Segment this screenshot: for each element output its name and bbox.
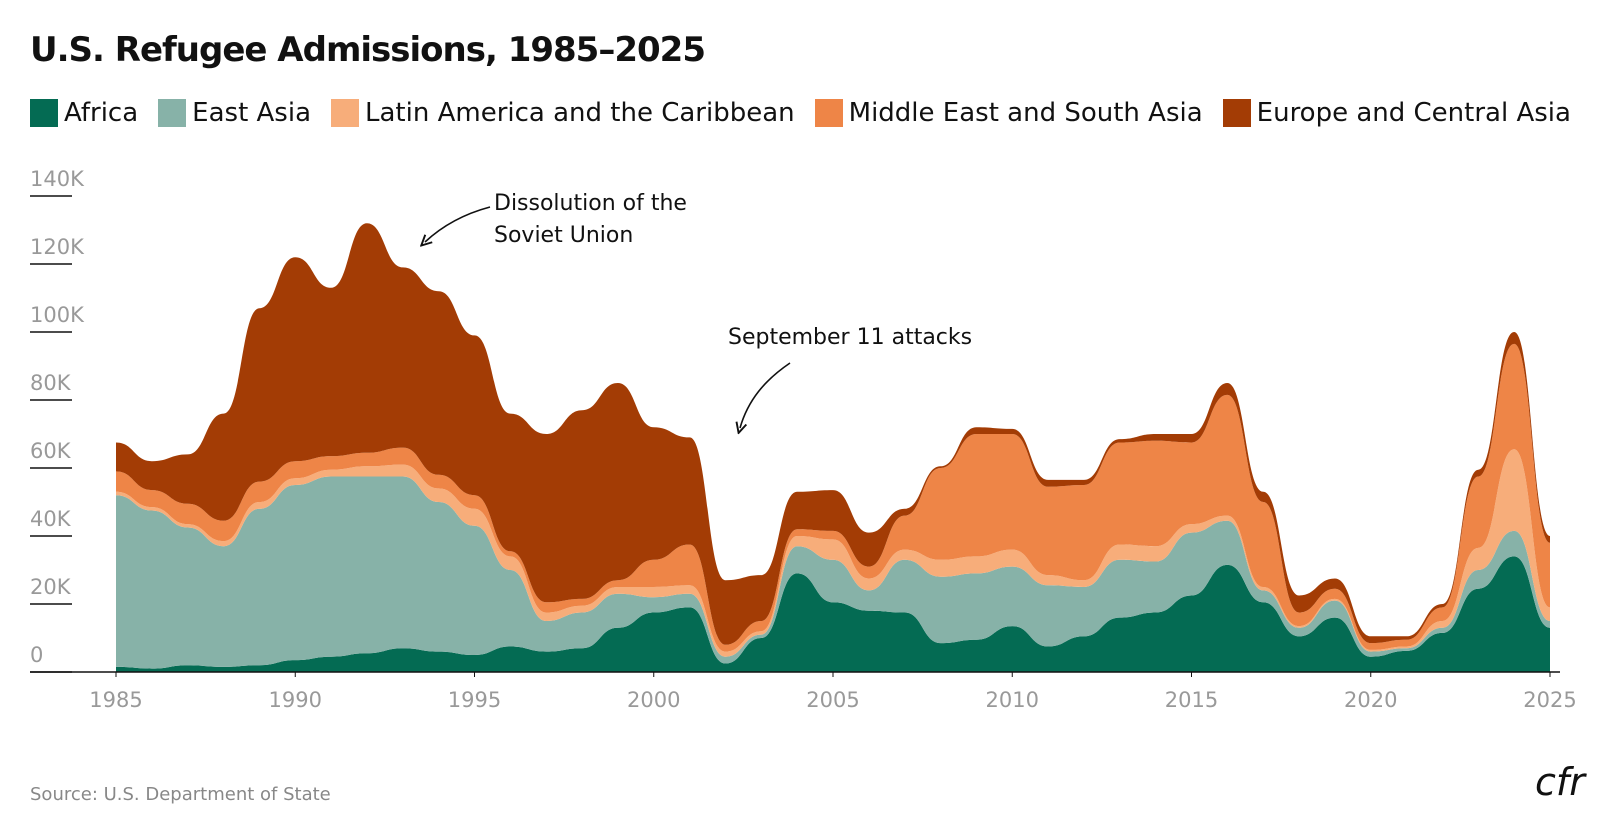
legend-item: Middle East and South Asia [814, 98, 1203, 128]
legend: Africa East Asia Latin America and the Car… [30, 98, 1571, 128]
legend-item: Latin America and the Caribbean [331, 98, 795, 128]
y-tick-label: 100K [30, 303, 85, 327]
annotation: Dissolution of the Soviet Union [494, 191, 687, 248]
legend-swatch [1222, 99, 1251, 127]
x-tick-label: 1995 [448, 688, 501, 712]
x-tick-label: 2005 [806, 688, 859, 712]
legend-swatch [158, 99, 187, 127]
y-tick-label: 120K [30, 235, 85, 259]
area [116, 223, 1550, 645]
y-tick-label: 20K [30, 575, 72, 599]
annotation: September 11 attacks [728, 325, 972, 350]
y-tick-label: 140K [30, 167, 85, 191]
x-tick-label: 1990 [269, 688, 322, 712]
legend-swatch [814, 99, 843, 127]
x-tick-label: 2010 [986, 688, 1039, 712]
legend-item: East Asia [158, 98, 311, 128]
legend-label: Middle East and South Asia [848, 98, 1203, 128]
legend-swatch [331, 99, 360, 127]
legend-label: Latin America and the Caribbean [365, 98, 795, 128]
area [116, 556, 1550, 672]
y-tick-label: 80K [30, 371, 72, 395]
legend-swatch [30, 99, 58, 127]
x-tick-label: 2015 [1165, 688, 1218, 712]
logo: cfr [1535, 760, 1587, 804]
annotation-arrow [425, 206, 491, 242]
x-tick-label: 2025 [1523, 688, 1576, 712]
legend-label: Africa [64, 98, 139, 128]
chart-title: U.S. Refugee Admissions, 1985–2025 [30, 30, 706, 70]
x-tick-label: 2000 [627, 688, 680, 712]
legend-item: Africa [30, 98, 138, 128]
y-tick-label: 60K [30, 439, 72, 463]
area [116, 476, 1550, 669]
y-tick-label: 40K [30, 507, 72, 531]
annotation-arrow [740, 362, 791, 428]
legend-label: East Asia [192, 98, 312, 128]
x-tick-label: 1985 [89, 688, 142, 712]
legend-item: Europe and Central Asia [1222, 98, 1571, 128]
x-tick-label: 2020 [1344, 688, 1397, 712]
y-tick-label: 0 [30, 643, 43, 667]
source: Source: U.S. Department of State [30, 784, 331, 805]
area [116, 449, 1550, 657]
legend-label: Europe and Central Asia [1256, 98, 1571, 128]
